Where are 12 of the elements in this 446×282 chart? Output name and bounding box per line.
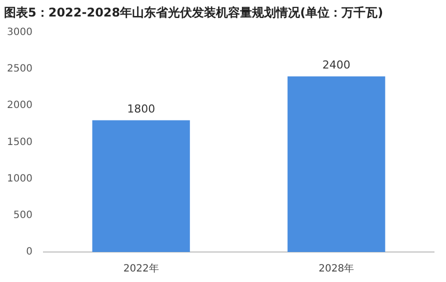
data-label: 2400: [322, 58, 350, 72]
y-tick-label: 1500: [6, 136, 32, 148]
y-tick-label: 500: [13, 210, 32, 221]
chart-title: 图表5：2022-2028年山东省光伏发装机容量规划情况(单位：万千瓦): [4, 5, 384, 20]
x-tick-label: 2022年: [123, 262, 159, 275]
x-tick-label: 2028年: [318, 262, 354, 275]
y-tick-label: 2500: [6, 64, 32, 75]
y-tick-label: 2000: [6, 100, 32, 112]
y-tick-label: 1000: [6, 173, 32, 184]
y-tick-label: 3000: [6, 26, 32, 38]
data-label: 1800: [127, 102, 156, 116]
y-tick-label: 0: [26, 246, 32, 258]
